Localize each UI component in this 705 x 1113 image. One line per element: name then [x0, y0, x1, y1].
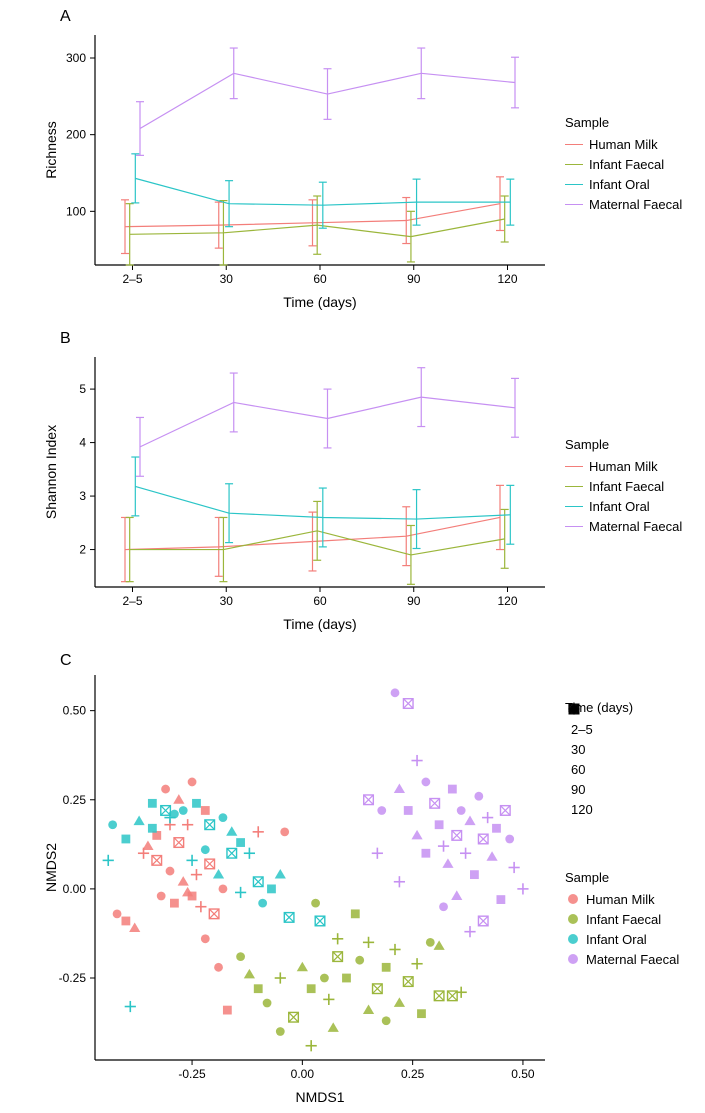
svg-text:120: 120	[497, 594, 517, 608]
legend-item: Infant Faecal	[565, 476, 682, 496]
svg-text:3: 3	[79, 489, 86, 503]
svg-text:100: 100	[66, 204, 86, 218]
panel-a-label: A	[60, 8, 71, 26]
svg-text:0.50: 0.50	[511, 1067, 535, 1081]
panel-c-chart: -0.25 0.00 0.25 0.50 -0.25 0.00 0.25 0.50 NMDS1 N…	[40, 665, 560, 1110]
svg-text:0.25: 0.25	[63, 793, 87, 807]
figure-container: A 2–5306090120100200300Time (days)Richne…	[0, 0, 705, 1113]
legend-item: Infant Faecal	[565, 909, 679, 929]
legend-title-sample: Sample	[565, 870, 679, 885]
svg-text:30: 30	[220, 594, 234, 608]
svg-text:0.50: 0.50	[63, 704, 87, 718]
panel-a-legend: Sample Human MilkInfant FaecalInfant Ora…	[565, 115, 682, 214]
svg-text:NMDS2: NMDS2	[43, 843, 59, 892]
panel-b-legend: Sample Human MilkInfant FaecalInfant Ora…	[565, 437, 682, 536]
svg-text:Time (days): Time (days)	[283, 294, 356, 310]
legend-item: Infant Oral	[565, 929, 679, 949]
svg-text:Time (days): Time (days)	[283, 616, 356, 632]
legend-item: 2–5	[565, 719, 633, 739]
legend-item: Infant Oral	[565, 174, 682, 194]
legend-item: 60	[565, 759, 633, 779]
legend-item: Maternal Faecal	[565, 949, 679, 969]
legend-item: Maternal Faecal	[565, 516, 682, 536]
svg-text:Richness: Richness	[43, 121, 59, 179]
svg-text:90: 90	[407, 594, 421, 608]
svg-text:0.00: 0.00	[291, 1067, 315, 1081]
svg-text:2: 2	[79, 543, 86, 557]
legend-item: Human Milk	[565, 456, 682, 476]
legend-item: 120	[565, 799, 633, 819]
svg-text:-0.25: -0.25	[59, 971, 87, 985]
svg-text:120: 120	[497, 272, 517, 286]
panel-b-label: B	[60, 330, 71, 348]
legend-item: Maternal Faecal	[565, 194, 682, 214]
svg-text:30: 30	[220, 272, 234, 286]
svg-text:5: 5	[79, 382, 86, 396]
legend-item: Infant Faecal	[565, 154, 682, 174]
panel-c-legend-sample: Sample Human MilkInfant FaecalInfant Ora…	[565, 870, 679, 969]
svg-text:200: 200	[66, 128, 86, 142]
svg-text:60: 60	[313, 272, 327, 286]
panel-a-chart: 2–5 30 60 90 120 100 200 300 Time (days) Richness	[40, 25, 560, 315]
svg-text:60: 60	[313, 594, 327, 608]
svg-text:-0.25: -0.25	[178, 1067, 206, 1081]
legend-item: Human Milk	[565, 889, 679, 909]
svg-text:NMDS1: NMDS1	[295, 1089, 344, 1105]
svg-text:Shannon Index: Shannon Index	[43, 425, 59, 519]
svg-text:2–5: 2–5	[122, 594, 142, 608]
legend-title: Sample	[565, 437, 682, 452]
panel-c-legend-time: Time (days) 2–5306090120	[565, 700, 633, 819]
legend-item: 30	[565, 739, 633, 759]
svg-text:0.25: 0.25	[401, 1067, 425, 1081]
svg-text:0.00: 0.00	[63, 882, 87, 896]
svg-text:300: 300	[66, 51, 86, 65]
legend-item: Infant Oral	[565, 496, 682, 516]
legend-item: Human Milk	[565, 134, 682, 154]
svg-text:90: 90	[407, 272, 421, 286]
svg-text:4: 4	[79, 436, 86, 450]
legend-item: 90	[565, 779, 633, 799]
svg-text:2–5: 2–5	[122, 272, 142, 286]
panel-b-chart: 2–5 30 60 90 120 2 3 4 5 Time (days) Shannon Index	[40, 347, 560, 637]
legend-title: Sample	[565, 115, 682, 130]
